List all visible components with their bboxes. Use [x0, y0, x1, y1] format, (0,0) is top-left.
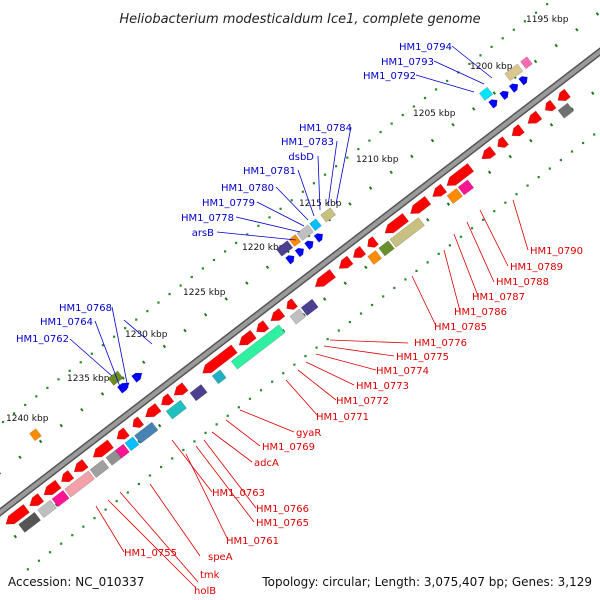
map-title: Heliobacterium modesticaldum Ice1, compl…	[119, 12, 480, 27]
tick-label-1205: 1205 kbp	[413, 109, 456, 119]
gene-label-holb: holB	[194, 586, 216, 597]
tick-label-1240: 1240 kbp	[6, 414, 49, 424]
gene-label-hm1-0792: HM1_0792	[363, 71, 416, 82]
gene-label-hm1-0755: HM1_0755	[124, 548, 177, 559]
gene-label-hm1-0781: HM1_0781	[243, 166, 296, 177]
gene-label-hm1-0771: HM1_0771	[316, 412, 369, 423]
gene-label-hm1-0762: HM1_0762	[16, 334, 69, 345]
gene-label-hm1-0788: HM1_0788	[496, 277, 549, 288]
accession-text: Accession: NC_010337	[8, 575, 144, 589]
gene-label-dsbd: dsbD	[288, 152, 314, 163]
topology-text: Topology: circular; Length: 3,075,407 bp…	[261, 575, 592, 589]
gene-label-hm1-0787: HM1_0787	[472, 292, 525, 303]
tick-label-1215: 1215 kbp	[299, 199, 342, 209]
gene-features	[5, 56, 574, 533]
gene-label-hm1-0778: HM1_0778	[181, 213, 234, 224]
tick-label-1210: 1210 kbp	[356, 155, 399, 165]
gene-label-hm1-0793: HM1_0793	[381, 57, 434, 68]
genome-backbone	[0, 47, 600, 517]
gene-label-hm1-0769: HM1_0769	[262, 442, 315, 453]
tick-label-1235: 1235 kbp	[67, 374, 110, 384]
forward-leader-lines	[69, 45, 493, 393]
gene-label-hm1-0776: HM1_0776	[414, 338, 467, 349]
gene-label-hm1-0772: HM1_0772	[336, 396, 389, 407]
gene-label-hm1-0765: HM1_0765	[256, 518, 309, 529]
tick-label-1225: 1225 kbp	[183, 288, 226, 298]
gene-label-hm1-0775: HM1_0775	[396, 352, 449, 363]
gene-label-hm1-0763: HM1_0763	[212, 488, 265, 499]
gene-label-hm1-0780: HM1_0780	[221, 183, 274, 194]
gene-label-hm1-0761: HM1_0761	[226, 536, 279, 547]
tick-label-1195: 1195 kbp	[526, 15, 569, 25]
gene-label-tmk: tmk	[200, 570, 220, 581]
gene-label-adca: adcA	[254, 458, 279, 469]
gene-label-hm1-0790: HM1_0790	[530, 246, 583, 257]
gene-label-hm1-0768: HM1_0768	[59, 303, 112, 314]
gene-label-hm1-0764: HM1_0764	[40, 317, 93, 328]
reverse-leader-lines	[95, 199, 529, 589]
gene-label-hm1-0774: HM1_0774	[376, 366, 429, 377]
gene-label-hm1-0789: HM1_0789	[510, 262, 563, 273]
gene-label-hm1-0783: HM1_0783	[281, 137, 334, 148]
gene-label-hm1-0784: HM1_0784	[299, 123, 352, 134]
tick-label-1200: 1200 kbp	[470, 62, 513, 72]
gene-label-spea: speA	[208, 552, 233, 563]
gene-label-gyar: gyaR	[296, 428, 321, 439]
gene-label-hm1-0786: HM1_0786	[454, 307, 507, 318]
gene-label-arsb: arsB	[192, 228, 214, 239]
gene-label-hm1-0794: HM1_0794	[399, 42, 452, 53]
gene-label-hm1-0773: HM1_0773	[356, 381, 409, 392]
gene-label-hm1-0779: HM1_0779	[202, 198, 255, 209]
tick-label-1230: 1230 kbp	[125, 330, 168, 340]
tick-label-1220: 1220 kbp	[242, 243, 285, 253]
gene-label-hm1-0785: HM1_0785	[434, 322, 487, 333]
gene-label-hm1-0766: HM1_0766	[256, 504, 309, 515]
